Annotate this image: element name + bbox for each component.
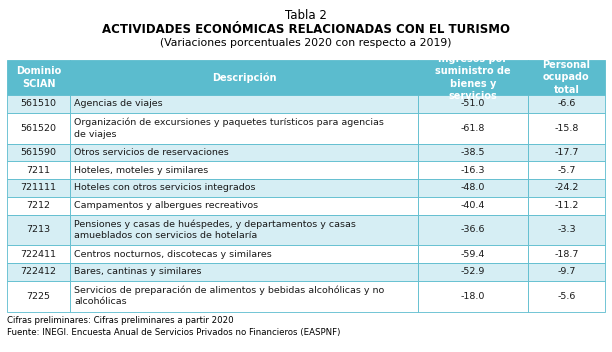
FancyBboxPatch shape (70, 95, 418, 113)
FancyBboxPatch shape (70, 179, 418, 197)
Text: Hoteles, moteles y similares: Hoteles, moteles y similares (74, 166, 209, 175)
Text: 561590: 561590 (21, 148, 57, 157)
FancyBboxPatch shape (528, 60, 605, 95)
FancyBboxPatch shape (418, 281, 528, 312)
Text: Organización de excursiones y paquetes turísticos para agencias
de viajes: Organización de excursiones y paquetes t… (74, 118, 384, 139)
Text: -48.0: -48.0 (461, 183, 485, 193)
FancyBboxPatch shape (7, 245, 70, 263)
FancyBboxPatch shape (418, 95, 528, 113)
Text: 722411: 722411 (21, 250, 57, 259)
FancyBboxPatch shape (70, 113, 418, 144)
Text: 7212: 7212 (27, 201, 51, 210)
Text: -38.5: -38.5 (461, 148, 485, 157)
Text: Pensiones y casas de huéspedes, y departamentos y casas
amueblados con servicios: Pensiones y casas de huéspedes, y depart… (74, 220, 356, 240)
Text: -18.7: -18.7 (554, 250, 578, 259)
Text: Descripción: Descripción (212, 72, 276, 83)
FancyBboxPatch shape (70, 215, 418, 245)
FancyBboxPatch shape (70, 144, 418, 161)
Text: -9.7: -9.7 (558, 268, 576, 276)
FancyBboxPatch shape (7, 60, 70, 95)
Text: Otros servicios de reservaciones: Otros servicios de reservaciones (74, 148, 229, 157)
FancyBboxPatch shape (418, 144, 528, 161)
FancyBboxPatch shape (528, 144, 605, 161)
FancyBboxPatch shape (7, 281, 70, 312)
Text: -40.4: -40.4 (461, 201, 485, 210)
FancyBboxPatch shape (7, 263, 70, 281)
FancyBboxPatch shape (418, 245, 528, 263)
Text: -59.4: -59.4 (461, 250, 485, 259)
FancyBboxPatch shape (418, 263, 528, 281)
Text: 721111: 721111 (21, 183, 57, 193)
Text: Servicios de preparación de alimentos y bebidas alcohólicas y no
alcohólicas: Servicios de preparación de alimentos y … (74, 286, 384, 307)
FancyBboxPatch shape (70, 161, 418, 179)
Text: (Variaciones porcentuales 2020 con respecto a 2019): (Variaciones porcentuales 2020 con respe… (160, 38, 452, 48)
Text: -3.3: -3.3 (557, 225, 576, 234)
FancyBboxPatch shape (528, 245, 605, 263)
FancyBboxPatch shape (70, 281, 418, 312)
Text: Personal
ocupado
total: Personal ocupado total (542, 60, 591, 95)
Text: 722412: 722412 (21, 268, 57, 276)
FancyBboxPatch shape (528, 179, 605, 197)
Text: -11.2: -11.2 (554, 201, 578, 210)
Text: Cifras preliminares: Cifras preliminares a partir 2020: Cifras preliminares: Cifras preliminares… (7, 316, 234, 325)
FancyBboxPatch shape (528, 281, 605, 312)
Text: -15.8: -15.8 (554, 124, 578, 133)
Text: Centros nocturnos, discotecas y similares: Centros nocturnos, discotecas y similare… (74, 250, 272, 259)
Text: Dominio
SCIAN: Dominio SCIAN (16, 66, 61, 89)
Text: -18.0: -18.0 (461, 292, 485, 301)
FancyBboxPatch shape (7, 113, 70, 144)
FancyBboxPatch shape (70, 263, 418, 281)
FancyBboxPatch shape (7, 215, 70, 245)
Text: Agencias de viajes: Agencias de viajes (74, 100, 163, 108)
FancyBboxPatch shape (418, 215, 528, 245)
Text: -16.3: -16.3 (461, 166, 485, 175)
FancyBboxPatch shape (418, 113, 528, 144)
FancyBboxPatch shape (418, 60, 528, 95)
FancyBboxPatch shape (528, 161, 605, 179)
FancyBboxPatch shape (418, 179, 528, 197)
FancyBboxPatch shape (528, 113, 605, 144)
Text: Ingresos por
suministro de
bienes y
servicios: Ingresos por suministro de bienes y serv… (435, 54, 511, 101)
Text: -61.8: -61.8 (461, 124, 485, 133)
Text: Fuente: INEGI. Encuesta Anual de Servicios Privados no Financieros (EASPNF): Fuente: INEGI. Encuesta Anual de Servici… (7, 328, 341, 338)
FancyBboxPatch shape (70, 197, 418, 215)
FancyBboxPatch shape (418, 161, 528, 179)
Text: -52.9: -52.9 (461, 268, 485, 276)
FancyBboxPatch shape (7, 197, 70, 215)
FancyBboxPatch shape (7, 161, 70, 179)
Text: Tabla 2: Tabla 2 (285, 9, 327, 22)
FancyBboxPatch shape (70, 245, 418, 263)
FancyBboxPatch shape (7, 95, 70, 113)
FancyBboxPatch shape (7, 179, 70, 197)
Text: -17.7: -17.7 (554, 148, 578, 157)
FancyBboxPatch shape (528, 263, 605, 281)
FancyBboxPatch shape (528, 95, 605, 113)
Text: Hoteles con otros servicios integrados: Hoteles con otros servicios integrados (74, 183, 256, 193)
Text: 561520: 561520 (21, 124, 57, 133)
Text: -5.6: -5.6 (558, 292, 576, 301)
Text: 7225: 7225 (27, 292, 51, 301)
Text: -24.2: -24.2 (554, 183, 578, 193)
Text: Campamentos y albergues recreativos: Campamentos y albergues recreativos (74, 201, 258, 210)
Text: 7211: 7211 (27, 166, 51, 175)
Text: ACTIVIDADES ECONÓMICAS RELACIONADAS CON EL TURISMO: ACTIVIDADES ECONÓMICAS RELACIONADAS CON … (102, 23, 510, 36)
Text: -5.7: -5.7 (558, 166, 576, 175)
FancyBboxPatch shape (7, 144, 70, 161)
FancyBboxPatch shape (528, 197, 605, 215)
FancyBboxPatch shape (528, 215, 605, 245)
Text: 7213: 7213 (27, 225, 51, 234)
FancyBboxPatch shape (418, 197, 528, 215)
Text: -51.0: -51.0 (461, 100, 485, 108)
Text: Bares, cantinas y similares: Bares, cantinas y similares (74, 268, 202, 276)
Text: -6.6: -6.6 (558, 100, 576, 108)
FancyBboxPatch shape (70, 60, 418, 95)
Text: -36.6: -36.6 (461, 225, 485, 234)
Text: 561510: 561510 (21, 100, 57, 108)
